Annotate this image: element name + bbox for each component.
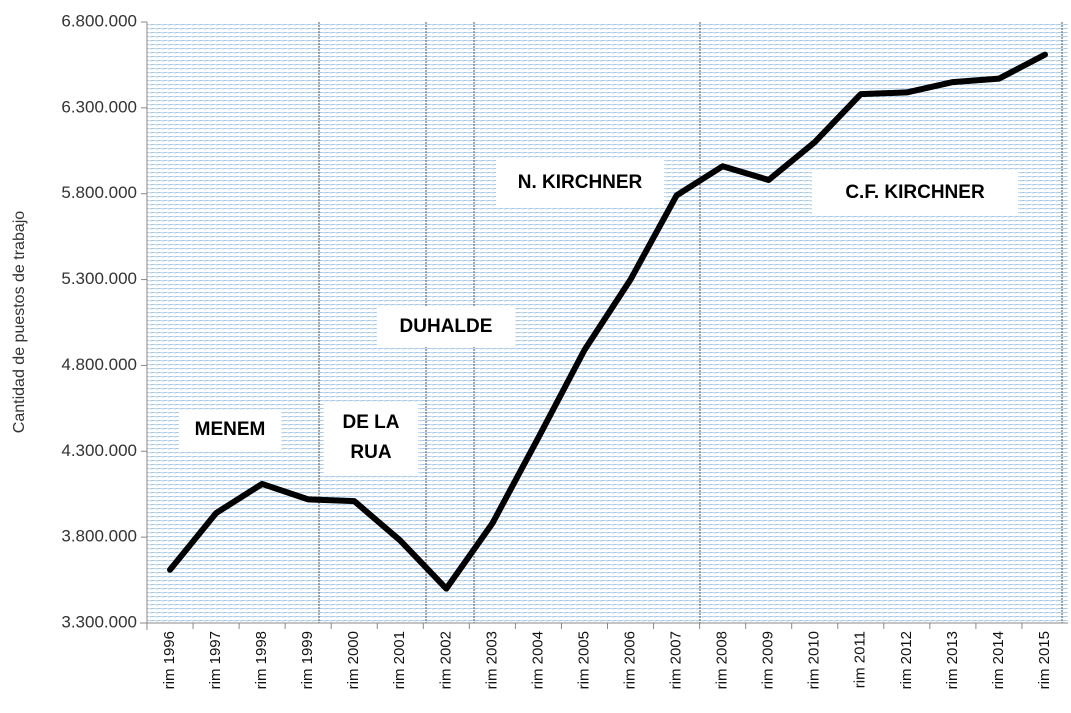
y-tick-label: 3.800.000 bbox=[61, 527, 137, 546]
x-tick-label: rim 2008 bbox=[714, 631, 731, 689]
x-tick-label: rim 2011 bbox=[852, 631, 869, 688]
annotation: DE LA bbox=[343, 412, 400, 433]
x-tick-label: rim 2013 bbox=[944, 631, 961, 689]
x-tick-label: rim 2015 bbox=[1036, 631, 1053, 689]
annotation-box bbox=[812, 170, 1018, 216]
annotation-box bbox=[324, 402, 418, 476]
x-tick-label: rim 2012 bbox=[898, 631, 915, 689]
grid bbox=[141, 21, 147, 624]
x-tick-label: rim 2006 bbox=[621, 631, 638, 689]
y-tick-label: 4.800.000 bbox=[61, 355, 137, 374]
y-tick-label: 6.800.000 bbox=[61, 11, 137, 30]
x-tick-label: rim 2007 bbox=[668, 631, 685, 689]
x-tick-label: rim 2010 bbox=[806, 631, 823, 689]
y-axis-label: Cantidad de puestos de trabajo bbox=[11, 211, 28, 433]
annotation-box bbox=[496, 160, 664, 206]
x-tick-label: rim 2009 bbox=[760, 631, 777, 689]
annotation: RUA bbox=[350, 442, 391, 463]
x-tick-label: rim 2004 bbox=[529, 631, 546, 689]
y-tick-label: 3.300.000 bbox=[61, 612, 137, 631]
plot-background bbox=[147, 22, 1068, 623]
x-tick-label: rim 2014 bbox=[990, 631, 1007, 689]
y-tick-label: 5.300.000 bbox=[61, 269, 137, 288]
annotation-box bbox=[377, 307, 515, 347]
x-tick-label: rim 2001 bbox=[391, 631, 408, 689]
x-tick-label: rim 2002 bbox=[437, 631, 454, 689]
x-tick-label: rim 2005 bbox=[575, 631, 592, 689]
x-tick-label: rim 1997 bbox=[207, 631, 224, 689]
annotation-box bbox=[179, 410, 281, 450]
x-tick-label: rim 1998 bbox=[253, 631, 270, 689]
annotation: MENEM bbox=[195, 419, 266, 440]
y-tick-label: 4.300.000 bbox=[61, 441, 137, 460]
x-tick-label: rim 1996 bbox=[161, 631, 178, 689]
x-tick-label: rim 2000 bbox=[345, 631, 362, 689]
y-tick-label: 5.800.000 bbox=[61, 183, 137, 202]
x-tick-label: rim 1999 bbox=[299, 631, 316, 689]
annotation: N. KIRCHNER bbox=[518, 172, 643, 193]
annotation: C.F. KIRCHNER bbox=[845, 182, 985, 203]
line-series bbox=[167, 51, 1048, 592]
annotation: DUHALDE bbox=[400, 316, 493, 337]
y-tick-label: 6.300.000 bbox=[61, 97, 137, 116]
x-tick-label: rim 2003 bbox=[483, 631, 500, 689]
